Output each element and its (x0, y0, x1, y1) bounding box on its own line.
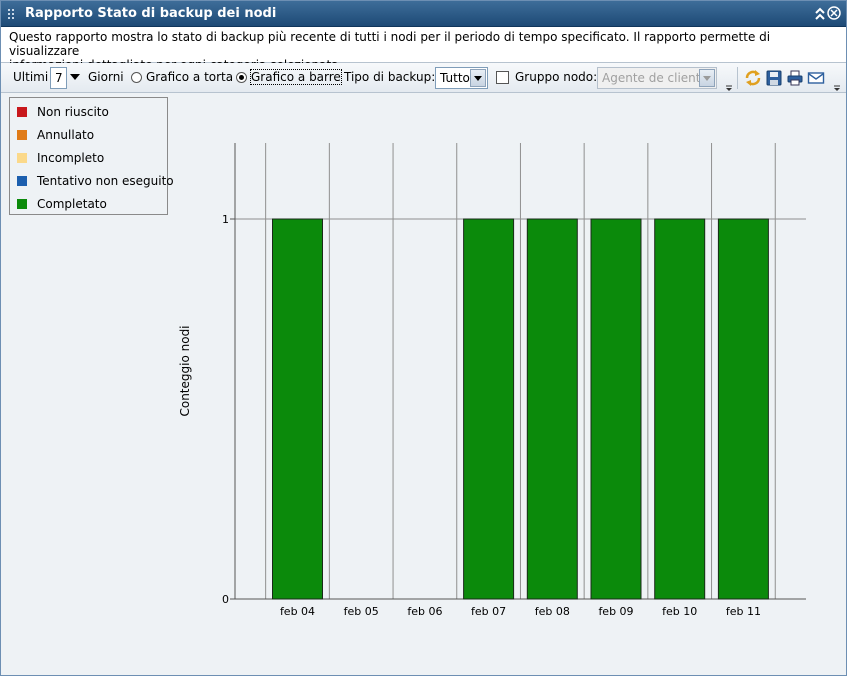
save-icon[interactable] (765, 69, 783, 87)
x-tick-label: feb 09 (598, 605, 633, 618)
last-label: Ultimi (13, 70, 49, 84)
y-tick-label: 1 (222, 213, 229, 226)
node-group-value: Agente de cliente (602, 71, 708, 85)
backup-type-dropdown-icon[interactable] (470, 69, 486, 87)
window-title: Rapporto Stato di backup dei nodi (25, 6, 277, 21)
node-group-select: Agente de cliente (597, 67, 717, 89)
node-group-checkbox[interactable] (496, 71, 509, 84)
title-bar: Rapporto Stato di backup dei nodi (1, 1, 846, 27)
toolbar-separator (737, 67, 738, 89)
legend-swatch (17, 107, 27, 117)
email-icon[interactable] (807, 69, 825, 87)
x-tick-label: feb 05 (344, 605, 379, 618)
toolbar: Ultimi 7 Giorni Grafico a torta Grafico … (1, 63, 846, 93)
refresh-icon[interactable] (744, 69, 762, 87)
pie-chart-label[interactable]: Grafico a torta (146, 70, 234, 84)
legend-label: Incompleto (37, 151, 105, 165)
pie-chart-radio[interactable] (131, 72, 142, 83)
x-tick-label: feb 08 (535, 605, 570, 618)
legend-swatch (17, 130, 27, 140)
chart-legend: Non riuscito Annullato Incompleto Tentativo… (9, 97, 174, 215)
grip-icon (8, 9, 17, 19)
node-group-dropdown-icon (699, 69, 715, 87)
bar-completato (717, 218, 769, 600)
bar-completato (654, 218, 706, 600)
bar-completato (272, 218, 323, 600)
x-tick-label: feb 11 (726, 605, 761, 618)
legend-swatch (17, 176, 27, 186)
x-tick-label: feb 06 (407, 605, 442, 618)
backup-type-value: Tutto (440, 71, 470, 85)
overflow-icon-right[interactable] (833, 81, 841, 91)
bar-completato (463, 218, 515, 600)
x-tick-label: feb 07 (471, 605, 506, 618)
legend-swatch (17, 199, 27, 209)
days-dropdown-icon[interactable] (70, 74, 80, 80)
x-tick-label: feb 10 (662, 605, 697, 618)
bottom-strip (1, 667, 846, 675)
x-tick-label: feb 04 (280, 605, 315, 618)
print-icon[interactable] (786, 69, 804, 87)
legend-swatch (17, 153, 27, 163)
bar-completato (590, 218, 642, 600)
close-icon[interactable] (827, 6, 841, 20)
bar-chart: 0 1 Conteggio nodi feb 04 feb 05 feb 06 feb 07… (171, 97, 841, 667)
days-value: 7 (55, 71, 63, 85)
legend-label: Tentativo non eseguito (37, 174, 174, 188)
backup-type-label: Tipo di backup: (344, 70, 436, 84)
bar-completato (526, 218, 578, 600)
report-description: Questo rapporto mostra lo stato di backu… (1, 27, 846, 72)
days-input[interactable]: 7 (50, 67, 67, 89)
bar-chart-svg: 0 1 Conteggio nodi feb 04 feb 05 feb 06 feb 07… (178, 143, 806, 618)
description-line-1: Questo rapporto mostra lo stato di backu… (9, 30, 771, 58)
bar-chart-label[interactable]: Grafico a barre (250, 69, 342, 85)
backup-type-select[interactable]: Tutto (435, 67, 488, 89)
legend-label: Annullato (37, 128, 95, 142)
node-group-label: Gruppo nodo: (515, 70, 598, 84)
legend-label: Non riuscito (37, 105, 109, 119)
overflow-icon[interactable] (725, 81, 733, 91)
bar-chart-radio[interactable] (236, 72, 247, 83)
y-tick-label: 0 (222, 593, 229, 606)
days-label: Giorni (88, 70, 124, 84)
y-axis-label: Conteggio nodi (178, 325, 192, 416)
legend-label: Completato (37, 197, 107, 211)
collapse-icon[interactable] (814, 7, 826, 21)
